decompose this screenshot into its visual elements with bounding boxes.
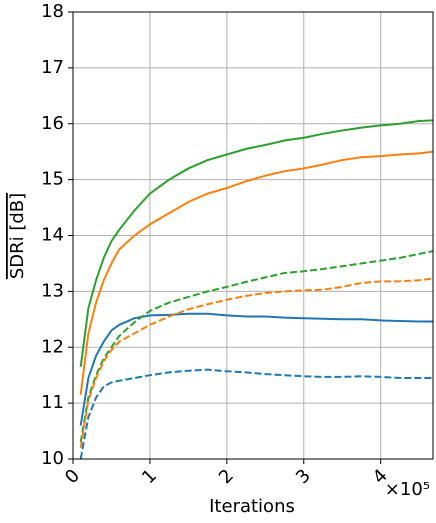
- plot-frame: [72, 11, 434, 460]
- y-tick-label: 14: [41, 225, 64, 246]
- series-line: [79, 150, 434, 395]
- y-axis-label: SDRi [dB]: [7, 193, 28, 279]
- series-line: [79, 368, 433, 460]
- x-tick-label: 3: [292, 465, 315, 488]
- series-line: [79, 250, 434, 443]
- y-tick-label: 17: [41, 57, 64, 78]
- x-axis-label: Iterations: [209, 496, 295, 517]
- y-tick-label: 15: [41, 169, 64, 190]
- y-tick-label: 16: [41, 113, 64, 134]
- x-tick-label: 2: [215, 465, 238, 488]
- x-tick-label: 0: [61, 465, 84, 488]
- y-tick-label: 10: [41, 448, 64, 469]
- y-tick-label: 12: [41, 336, 64, 357]
- x-offset-text: ×10⁵: [385, 479, 430, 500]
- series-line: [79, 277, 434, 448]
- x-tick-label: 1: [138, 465, 161, 488]
- series-line: [79, 312, 433, 426]
- y-tick-label: 13: [41, 280, 64, 301]
- y-tick-label: 11: [41, 392, 64, 413]
- y-tick-label: 18: [41, 1, 64, 22]
- series-line: [79, 119, 434, 367]
